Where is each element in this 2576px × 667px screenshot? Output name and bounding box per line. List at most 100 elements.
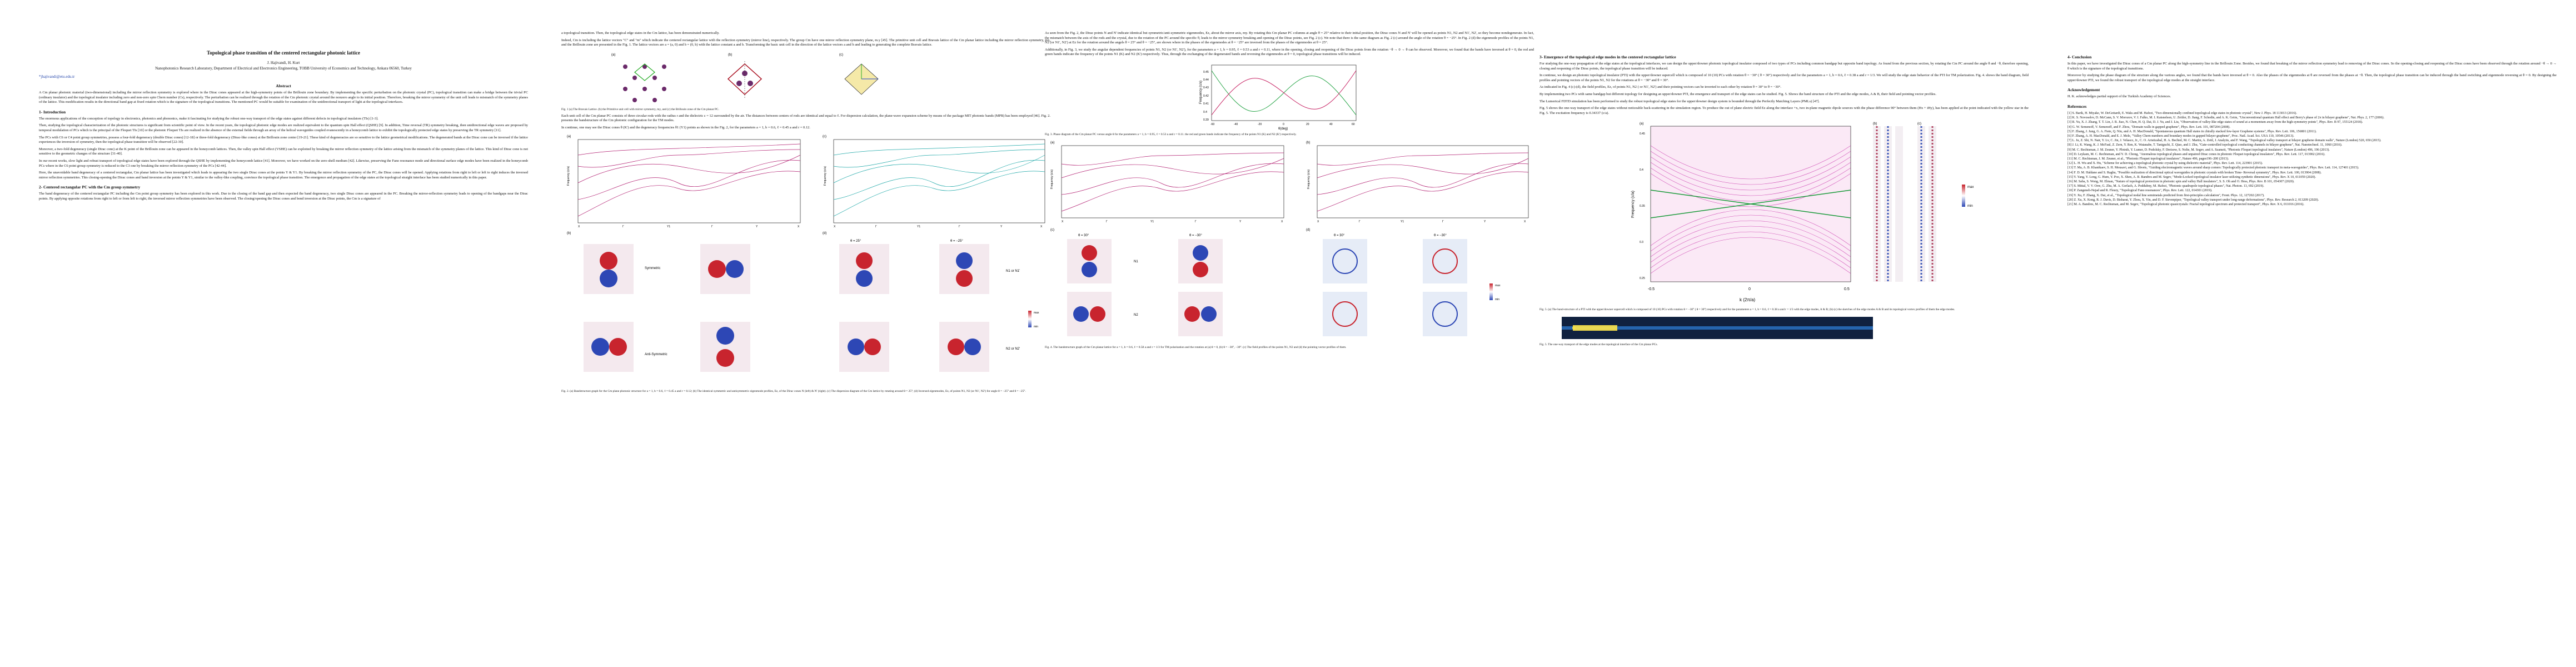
xtick: X bbox=[798, 225, 800, 228]
figure-5-caption: Fig. 5. (a) The band-structure of a PTI … bbox=[1539, 308, 1955, 312]
page-4: 3- Emergence of the topological edge mod… bbox=[1539, 0, 2029, 667]
fig3-xlabel: θ(deg) bbox=[1278, 127, 1288, 131]
page-1: Topological phase transition of the cent… bbox=[39, 0, 528, 667]
colorbar-max: max bbox=[1967, 186, 1974, 189]
ytick: 0.25 bbox=[1640, 277, 1645, 280]
paragraph: Indeed, Cm is including the lattice vect… bbox=[561, 38, 1050, 47]
fig2d-eigenmodes: θ = 25° θ = −25° N1 or N1' N2 or N2' max… bbox=[839, 240, 1039, 372]
figure-1: (a) (b) (c) bbox=[561, 50, 1050, 106]
ytick: 0.45 bbox=[1203, 71, 1209, 74]
ytick: 0.43 bbox=[1203, 86, 1209, 89]
xtick: 20 bbox=[1306, 123, 1309, 126]
xtick: Y1 bbox=[667, 225, 670, 228]
reference-item: [6] F. Zhang, A. H. MacDonald, and E. J.… bbox=[2067, 134, 2294, 138]
reference-item: [4] G. W. Semenoff, V. Semenoff, and F. … bbox=[2067, 125, 2230, 129]
fig2a-ylabel: Frequency (c/a) bbox=[567, 166, 570, 185]
fig1-label-a: (a) bbox=[611, 53, 615, 57]
reference-item: [2] K. S. Novoselov, D. McCann, S. V. Mo… bbox=[2067, 116, 2385, 120]
xtick: Γ bbox=[875, 225, 877, 228]
xtick: X bbox=[1040, 225, 1043, 228]
plot-frame bbox=[1211, 64, 1357, 121]
colorbar-max: max bbox=[1495, 284, 1501, 287]
page-2: a topological transition. Then, the topo… bbox=[561, 0, 1050, 667]
ytick: 0.35 bbox=[1640, 205, 1645, 208]
fig5c-pointing-profiles bbox=[1917, 126, 1936, 282]
colorbar-min: min bbox=[1034, 325, 1038, 328]
field-map bbox=[584, 243, 750, 372]
fig1-label-c: (c) bbox=[839, 53, 843, 57]
figure-3-caption: Fig. 3. Phase diagram of the Cm planar P… bbox=[1045, 132, 1297, 136]
fig2c-bandstructure: Frequency (c/a) X Γ Y1 Γ Y X bbox=[824, 139, 1045, 228]
xtick: 40 bbox=[1329, 123, 1333, 126]
reference-item: [20] Z. Xu, X. Kong, R. J. Davis, D. Bis… bbox=[2067, 198, 2319, 202]
paragraph: As seen from the Fig. 2, the Dirac point… bbox=[1045, 31, 1534, 45]
xtick: -0.5 bbox=[1648, 287, 1655, 291]
xtick: -60 bbox=[1210, 123, 1214, 126]
paragraph: By implementing two PCs with same bandga… bbox=[1539, 92, 1936, 96]
reference-item: [16] M. Saba, S. Wong, M. Elman, "Nature… bbox=[2067, 180, 2295, 184]
email-link[interactable]: *jhajivandi@etu.edu.tr bbox=[39, 74, 75, 79]
xtick: Γ bbox=[959, 225, 960, 228]
authors: J. Hajivandi, H. Kurt bbox=[267, 61, 300, 65]
paragraph: Each unit cell of the Cm planar PC consi… bbox=[561, 113, 1050, 123]
fig2-label-a: (a) bbox=[567, 135, 571, 138]
xtick: Y bbox=[1239, 220, 1242, 223]
rotation-label: θ = −30° bbox=[1434, 234, 1447, 237]
paragraph: For studying the one-way propagation of … bbox=[1539, 62, 2029, 71]
xtick: Γ bbox=[1442, 220, 1444, 223]
figure-6-svg bbox=[1562, 317, 1873, 340]
reference-item: [7] L. Ju, Z. Shi, N. Nair, Y. Lv, C. Ji… bbox=[2067, 139, 2381, 143]
ytick: 0.42 bbox=[1203, 94, 1209, 98]
xtick: Y bbox=[756, 225, 758, 228]
figure-1-svg: (a) (b) (c) bbox=[611, 53, 879, 102]
reference-item: [11] M. C. Rechtsman, J. M. Zeuner, et a… bbox=[2067, 157, 2229, 161]
rotation-label: θ = −25° bbox=[950, 240, 963, 243]
intro-paragraph: The PCs with C6 or C4 point group symmet… bbox=[39, 135, 528, 145]
fig4b-bandstructure: Frequency (c/a) X Γ Y1 Γ Y X bbox=[1307, 145, 1529, 223]
xtick: Γ bbox=[1195, 220, 1197, 223]
fig5-label-a: (a) bbox=[1640, 122, 1643, 126]
figure-4-caption: Fig. 4. The bandstructure graph of the C… bbox=[1045, 345, 1347, 349]
references-list: [1] S. Barik, H. Miyake, W. DeGottardi, … bbox=[2067, 111, 2557, 207]
paragraph: Additionally, in Fig. 3, we study the an… bbox=[1045, 47, 1534, 57]
section-2-heading: 2- Centered rectangular PC with the Cm g… bbox=[39, 185, 141, 190]
xtick: X bbox=[1317, 220, 1319, 223]
bravais-lattice bbox=[623, 63, 666, 102]
fig5-label-c: (c) bbox=[1917, 122, 1921, 126]
reference-item: [8] J. Li, K. Wang, K. J. McFaul, Z. Zer… bbox=[2067, 143, 2343, 147]
ytick: 0.4 bbox=[1203, 111, 1207, 114]
fig2a-bandstructure: Frequency (c/a) X Γ Y1 Γ Y X bbox=[567, 139, 801, 228]
xtick: Y bbox=[1000, 225, 1003, 228]
ytick: 0.4 bbox=[1640, 168, 1643, 172]
n1-label: N1 bbox=[1134, 260, 1138, 263]
rotation-label: θ = −30° bbox=[1189, 234, 1202, 237]
section-4-heading: 4- Conclusion bbox=[2067, 54, 2092, 59]
fig4-label-d: (d) bbox=[1306, 228, 1310, 232]
paragraph: The Lumerical FDTD simulation has been p… bbox=[1539, 99, 1820, 103]
xtick: -20 bbox=[1258, 123, 1262, 126]
intro-paragraph: Here, the unavoidable band degeneracy of… bbox=[39, 171, 528, 180]
xtick: Y1 bbox=[1150, 220, 1154, 223]
xtick: Γ bbox=[1359, 220, 1361, 223]
xtick: 0 bbox=[1283, 123, 1284, 126]
xtick: Y1 bbox=[917, 225, 920, 228]
fig2-label-b: (b) bbox=[567, 232, 571, 235]
fig5b-edge-mode-profiles bbox=[1873, 126, 1903, 282]
fig4b-ylabel: Frequency (c/a) bbox=[1307, 170, 1311, 189]
xtick: Y1 bbox=[1401, 220, 1404, 223]
colorbar bbox=[1489, 283, 1493, 300]
abstract-text: A Cm planar photonic material (two-dimen… bbox=[39, 91, 528, 104]
reference-item: [10] D. Leykam, M. C. Rechtsman, and Y. … bbox=[2067, 152, 2325, 156]
figure-3-svg: θ(deg) Frequency (c/a) -60 -40 -20 0 20 … bbox=[1199, 64, 1357, 131]
ytick: 0.44 bbox=[1203, 78, 1209, 82]
xtick: Γ bbox=[1106, 220, 1108, 223]
fig2c-ylabel: Frequency (c/a) bbox=[824, 166, 827, 185]
references-heading: References bbox=[2067, 103, 2087, 109]
xtick: Γ bbox=[711, 225, 713, 228]
figure-1-caption: Fig. 1 (a) The Bravais Lattice. (b) the … bbox=[561, 107, 719, 111]
conclusion-paragraph: In this paper, we have investigated the … bbox=[2067, 62, 2557, 71]
fig4c-field-profiles: θ = 30° θ = −30° N1 N2 bbox=[1067, 234, 1223, 336]
reference-item: [1] S. Barik, H. Miyake, W. DeGottardi, … bbox=[2067, 111, 2297, 115]
intro-paragraph: Then, studying the topological character… bbox=[39, 123, 528, 132]
colorbar-max: max bbox=[1034, 311, 1039, 315]
